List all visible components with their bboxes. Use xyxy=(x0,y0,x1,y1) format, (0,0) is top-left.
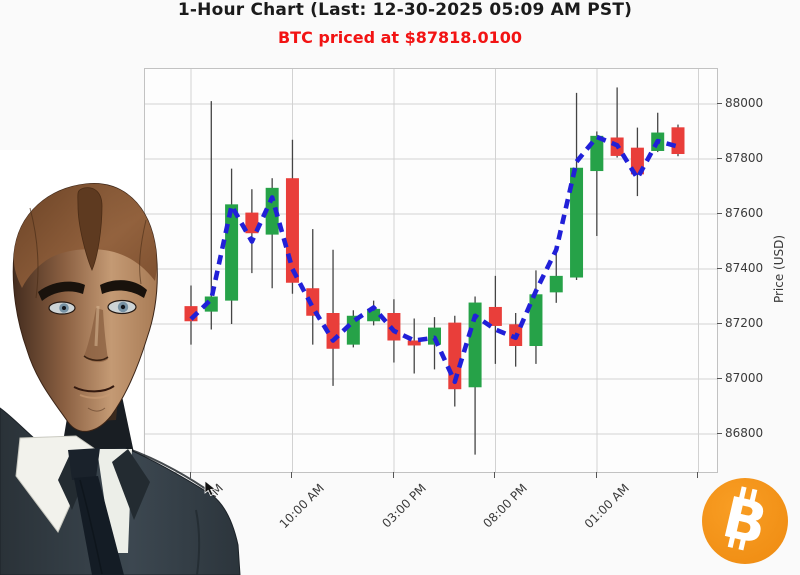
y-tick-mark xyxy=(717,433,722,435)
candlestick-plot xyxy=(144,68,718,473)
candle-body-up xyxy=(468,302,482,388)
candle-body-up xyxy=(529,294,543,347)
candle-body-down xyxy=(306,288,320,316)
bitcoin-icon: B xyxy=(702,478,788,564)
robot-tie xyxy=(68,448,124,575)
candle-body-up xyxy=(549,275,563,293)
y-tick-mark xyxy=(717,157,722,159)
x-tick-label: 08:00 PM xyxy=(480,481,531,531)
y-tick-label: 86800 xyxy=(725,426,764,441)
x-tick-mark xyxy=(190,472,191,478)
y-tick-label: 87200 xyxy=(725,316,764,330)
bitcoin-logo: B xyxy=(700,476,790,566)
y-tick-label: 87800 xyxy=(725,150,764,165)
chart-title: 1-Hour Chart (Last: 12-30-2025 05:09 AM … xyxy=(177,0,633,20)
candle-body-up xyxy=(570,167,584,278)
x-tick-mark xyxy=(697,472,699,478)
candle-body-up xyxy=(346,315,360,345)
y-tick-label: 88000 xyxy=(725,95,764,110)
mouse-cursor-icon xyxy=(204,481,217,497)
robot-avatar xyxy=(0,183,241,575)
y-tick-mark xyxy=(717,378,722,380)
x-tick-mark xyxy=(595,472,597,478)
candle-body-down xyxy=(387,313,401,341)
y-axis-title: Price (USD) xyxy=(772,234,786,304)
robot-left-eye xyxy=(48,301,76,315)
y-tick-mark xyxy=(717,212,722,214)
candle-body-up xyxy=(590,135,604,172)
ma-line xyxy=(189,134,679,385)
y-tick-label: 87000 xyxy=(725,371,764,386)
robot-suit xyxy=(0,407,241,575)
y-tick-mark xyxy=(717,323,722,324)
candle-body-down xyxy=(488,306,502,326)
candle-body-down xyxy=(407,340,421,346)
y-tick-label: 87400 xyxy=(725,260,764,275)
x-tick-mark xyxy=(494,472,496,478)
robot-right-eye xyxy=(107,299,137,315)
chart-canvas xyxy=(145,69,717,472)
robot-head xyxy=(12,183,158,432)
x-tick-mark xyxy=(291,472,293,478)
y-tick-mark xyxy=(717,102,722,104)
candle-body-down xyxy=(671,127,685,155)
x-tick-mark xyxy=(392,472,394,478)
y-tick-label: 87600 xyxy=(725,205,764,220)
candle-body-down xyxy=(245,212,259,234)
y-tick-mark xyxy=(717,267,722,269)
x-tick-label: 01:00 AM xyxy=(581,481,632,532)
price-subtitle: BTC priced at $87818.0100 xyxy=(277,28,523,47)
candle-body-down xyxy=(285,178,299,283)
x-tick-label: 03:00 PM xyxy=(379,481,429,531)
